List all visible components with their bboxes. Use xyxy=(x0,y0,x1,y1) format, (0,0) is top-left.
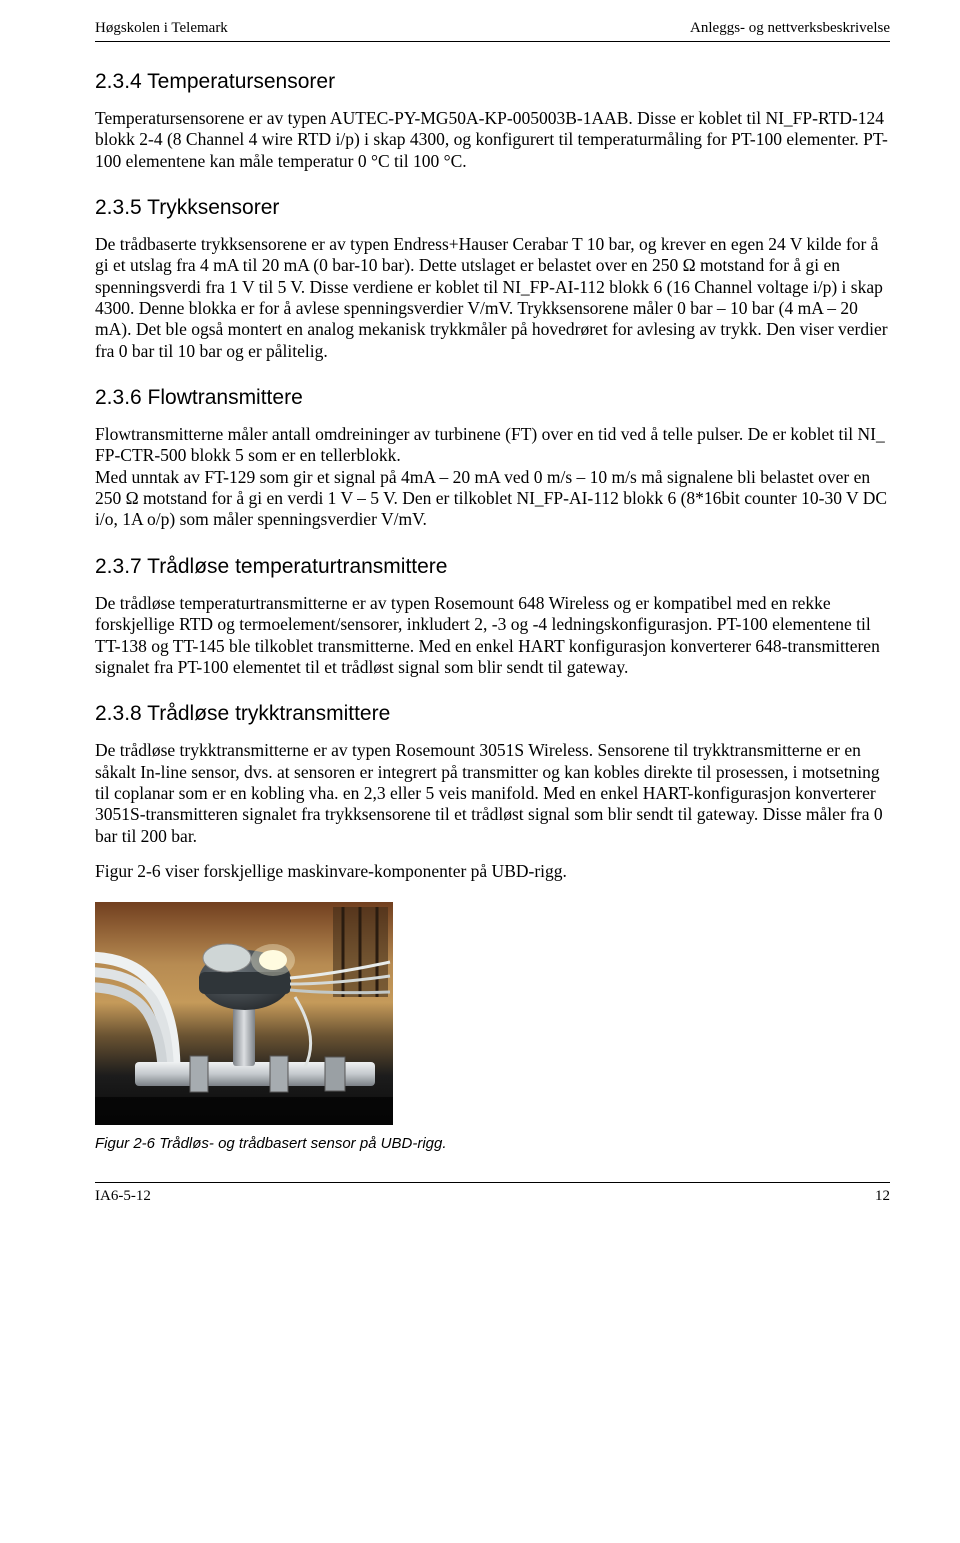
paragraph: Flowtransmitterne måler antall omdreinin… xyxy=(95,424,890,467)
heading-2-3-8: 2.3.8 Trådløse trykktransmittere xyxy=(95,702,890,726)
figure-image xyxy=(95,902,393,1125)
paragraph: Temperatursensorene er av typen AUTEC-PY… xyxy=(95,108,890,172)
paragraph: De trådløse trykktransmitterne er av typ… xyxy=(95,740,890,847)
figure-2-6: Figur 2-6 Trådløs- og trådbasert sensor … xyxy=(95,902,890,1152)
header-left: Høgskolen i Telemark xyxy=(95,20,228,37)
footer-right: 12 xyxy=(875,1188,890,1205)
paragraph: Figur 2-6 viser forskjellige maskinvare-… xyxy=(95,861,890,882)
footer-left: IA6-5-12 xyxy=(95,1188,151,1205)
header-right: Anleggs- og nettverksbeskrivelse xyxy=(690,20,890,37)
heading-2-3-4: 2.3.4 Temperatursensorer xyxy=(95,70,890,94)
running-footer: IA6-5-12 12 xyxy=(95,1183,890,1205)
running-header: Høgskolen i Telemark Anleggs- og nettver… xyxy=(95,20,890,37)
heading-2-3-6: 2.3.6 Flowtransmittere xyxy=(95,386,890,410)
figure-caption: Figur 2-6 Trådløs- og trådbasert sensor … xyxy=(95,1135,890,1152)
paragraph: De trådbaserte trykksensorene er av type… xyxy=(95,234,890,362)
paragraph: Med unntak av FT-129 som gir et signal p… xyxy=(95,467,890,531)
heading-2-3-7: 2.3.7 Trådløse temperaturtransmittere xyxy=(95,555,890,579)
header-rule xyxy=(95,41,890,42)
heading-2-3-5: 2.3.5 Trykksensorer xyxy=(95,196,890,220)
paragraph: De trådløse temperaturtransmitterne er a… xyxy=(95,593,890,678)
